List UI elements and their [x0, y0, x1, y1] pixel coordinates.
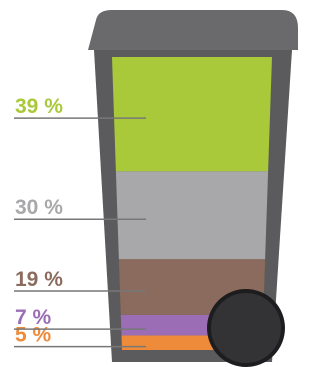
bin-lid [88, 10, 298, 50]
chart: 5 %7 %19 %30 %39 % [0, 0, 302, 367]
segment [112, 57, 272, 171]
value-label: 19 % [15, 268, 63, 291]
value-label: 39 % [15, 95, 63, 118]
value-label: 7 % [15, 306, 52, 329]
wheel [209, 291, 283, 365]
segment [116, 171, 268, 259]
value-label: 30 % [15, 196, 63, 219]
